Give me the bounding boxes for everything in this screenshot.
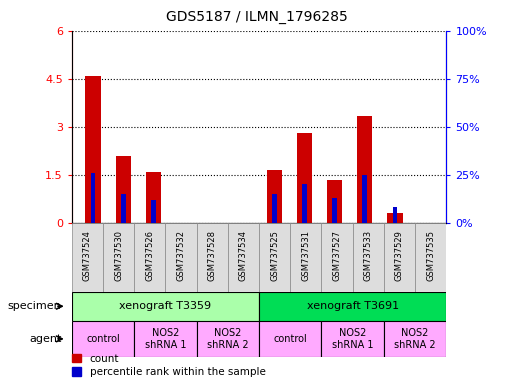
Bar [165,223,196,292]
Bar [259,292,446,321]
Bar [362,175,367,223]
Text: NOS2
shRNA 2: NOS2 shRNA 2 [207,328,249,350]
Bar [72,292,259,321]
Bar [85,76,101,223]
Bar [357,116,372,223]
Text: GSM737532: GSM737532 [176,230,186,281]
Text: GSM737531: GSM737531 [301,230,310,281]
Bar [196,223,228,292]
Text: xenograft T3691: xenograft T3691 [307,301,399,311]
Text: GSM737525: GSM737525 [270,230,279,281]
Text: NOS2
shRNA 1: NOS2 shRNA 1 [332,328,373,350]
Text: GSM737530: GSM737530 [114,230,123,281]
Text: control: control [86,334,120,344]
Legend: count, percentile rank within the sample: count, percentile rank within the sample [72,354,266,377]
Text: control: control [273,334,307,344]
Text: NOS2
shRNA 2: NOS2 shRNA 2 [394,328,436,350]
Bar [267,170,282,223]
Bar [332,198,337,223]
Bar [134,321,196,357]
Bar [322,321,384,357]
Bar [134,223,165,292]
Text: GDS5187 / ILMN_1796285: GDS5187 / ILMN_1796285 [166,10,347,23]
Bar [146,172,161,223]
Bar [196,321,259,357]
Bar [121,194,126,223]
Bar [72,223,103,292]
Text: GSM737529: GSM737529 [395,230,404,281]
Bar [415,223,446,292]
Bar [297,133,312,223]
Bar [387,213,403,223]
Text: specimen: specimen [8,301,62,311]
Bar [392,207,398,223]
Bar [353,223,384,292]
Text: NOS2
shRNA 1: NOS2 shRNA 1 [145,328,186,350]
Text: GSM737527: GSM737527 [332,230,342,281]
Bar [384,223,415,292]
Bar [91,173,95,223]
Bar [72,321,134,357]
Text: GSM737524: GSM737524 [83,230,92,281]
Bar [228,223,259,292]
Bar [259,223,290,292]
Text: GSM737528: GSM737528 [208,230,217,281]
Bar [151,200,156,223]
Text: GSM737534: GSM737534 [239,230,248,281]
Bar [103,223,134,292]
Text: xenograft T3359: xenograft T3359 [120,301,211,311]
Text: agent: agent [29,334,62,344]
Bar [272,194,277,223]
Bar [290,223,322,292]
Text: GSM737533: GSM737533 [364,230,373,281]
Bar [327,180,342,223]
Bar [384,321,446,357]
Text: GSM737526: GSM737526 [145,230,154,281]
Bar [115,156,131,223]
Bar [259,321,322,357]
Bar [302,184,307,223]
Text: GSM737535: GSM737535 [426,230,435,281]
Bar [322,223,353,292]
